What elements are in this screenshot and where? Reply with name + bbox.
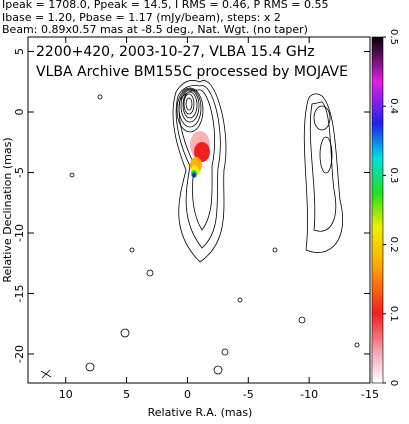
x-tick-label: -15	[361, 388, 379, 401]
colorbar	[371, 36, 384, 384]
y-axis-label: Relative Declination (mas)	[1, 137, 14, 282]
contours	[40, 80, 360, 379]
y-tick-label: -15	[13, 284, 26, 302]
x-axis-label: Relative R.A. (mas)	[148, 406, 253, 419]
x-tick-label: 10	[59, 388, 73, 401]
y-tick-label: -20	[13, 345, 26, 363]
colorbar-tick-label: 0.3	[388, 167, 399, 183]
x-tick-label: -5	[243, 388, 254, 401]
colorbar-tick-label: 0	[388, 380, 399, 386]
colorbar-tick-label: 0.1	[388, 306, 399, 322]
header-line: Ibase = 1.20, Pbase = 1.17 (mJy/beam), s…	[2, 11, 281, 24]
x-tick-label: 5	[123, 388, 130, 401]
y-tick-label: 0	[13, 109, 26, 116]
header-line: Ipeak = 1708.0, Ppeak = 14.5, I RMS = 0.…	[2, 0, 329, 11]
colorbar-tick-label: 0.2	[388, 237, 399, 253]
plot-title: 2200+420, 2003-10-27, VLBA 15.4 GHz	[36, 44, 315, 60]
x-tick-label: 0	[184, 388, 191, 401]
x-tick-label: -10	[300, 388, 318, 401]
colorbar-tick-label: 0.5	[388, 29, 399, 45]
colorbar-tick-label: 0.4	[388, 98, 399, 114]
header-line: Beam: 0.89x0.57 mas at -8.5 deg., Nat. W…	[2, 23, 308, 36]
y-tick-label: -5	[13, 167, 26, 178]
y-tick-label: 5	[13, 48, 26, 55]
y-tick-label: -10	[13, 224, 26, 242]
plot-frame	[27, 36, 371, 384]
plot-subtitle: VLBA Archive BM155C processed by MOJAVE	[36, 64, 348, 80]
